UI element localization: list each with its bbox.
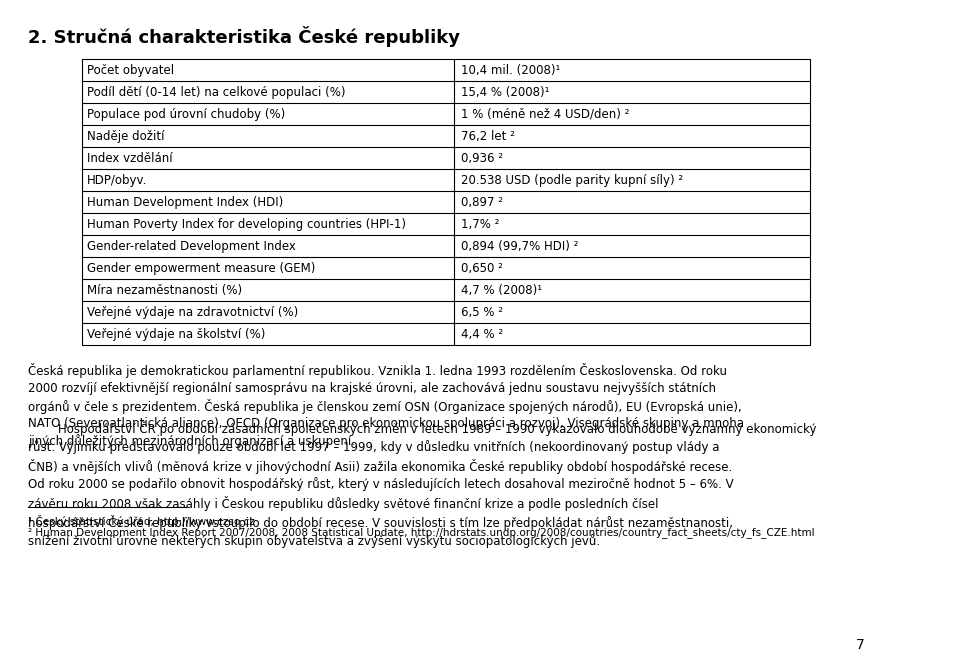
Text: Index vzdělání: Index vzdělání: [87, 151, 173, 165]
Text: 1,7% ²: 1,7% ²: [461, 218, 499, 230]
Text: 0,936 ²: 0,936 ²: [461, 151, 503, 165]
Text: ¹ Český statistický úřad, http://www.czso.cz: ¹ Český statistický úřad, http://www.czs…: [28, 515, 254, 527]
Text: 0,897 ²: 0,897 ²: [461, 195, 503, 208]
Text: 4,7 % (2008)¹: 4,7 % (2008)¹: [461, 284, 542, 297]
Text: 6,5 % ²: 6,5 % ²: [461, 305, 503, 319]
Text: Veřejné výdaje na školství (%): Veřejné výdaje na školství (%): [87, 327, 266, 341]
Text: 7: 7: [855, 638, 864, 652]
Text: HDP/obyv.: HDP/obyv.: [87, 173, 148, 187]
Text: 20.538 USD (podle parity kupní síly) ²: 20.538 USD (podle parity kupní síly) ²: [461, 173, 684, 187]
Bar: [82, 59, 810, 345]
Text: Populace pod úrovní chudoby (%): Populace pod úrovní chudoby (%): [87, 108, 286, 120]
Text: Česká republika je demokratickou parlamentní republikou. Vznikla 1. ledna 1993 r: Česká republika je demokratickou parlame…: [28, 363, 744, 448]
Text: 10,4 mil. (2008)¹: 10,4 mil. (2008)¹: [461, 64, 561, 76]
Text: Míra nezaměstnanosti (%): Míra nezaměstnanosti (%): [87, 284, 243, 297]
Text: Gender empowerment measure (GEM): Gender empowerment measure (GEM): [87, 262, 316, 274]
Text: 4,4 % ²: 4,4 % ²: [461, 327, 503, 341]
Text: 0,650 ²: 0,650 ²: [461, 262, 503, 274]
Text: 15,4 % (2008)¹: 15,4 % (2008)¹: [461, 86, 549, 98]
Text: Naděje dožití: Naděje dožití: [87, 129, 165, 143]
Text: Human Development Index (HDI): Human Development Index (HDI): [87, 195, 283, 208]
Text: 1 % (méně než 4 USD/den) ²: 1 % (méně než 4 USD/den) ²: [461, 108, 630, 120]
Text: ² Human Development Index Report 2007/2008, 2008 Statistical Update, http://hdrs: ² Human Development Index Report 2007/20…: [28, 527, 814, 538]
Text: 76,2 let ²: 76,2 let ²: [461, 129, 515, 143]
Text: Podíl dětí (0-14 let) na celkové populaci (%): Podíl dětí (0-14 let) na celkové populac…: [87, 86, 346, 98]
Text: Počet obyvatel: Počet obyvatel: [87, 64, 175, 76]
Text: Human Poverty Index for developing countries (HPI-1): Human Poverty Index for developing count…: [87, 218, 406, 230]
Text: Hospodářství ČR po období zásadních společenských změn v letech 1989 – 1990 vyka: Hospodářství ČR po období zásadních spol…: [28, 422, 816, 548]
Text: Gender-related Development Index: Gender-related Development Index: [87, 240, 297, 252]
Text: Veřejné výdaje na zdravotnictví (%): Veřejné výdaje na zdravotnictví (%): [87, 305, 299, 319]
Text: 0,894 (99,7% HDI) ²: 0,894 (99,7% HDI) ²: [461, 240, 578, 252]
Text: 2. Stručná charakteristika České republiky: 2. Stručná charakteristika České republi…: [28, 26, 460, 47]
